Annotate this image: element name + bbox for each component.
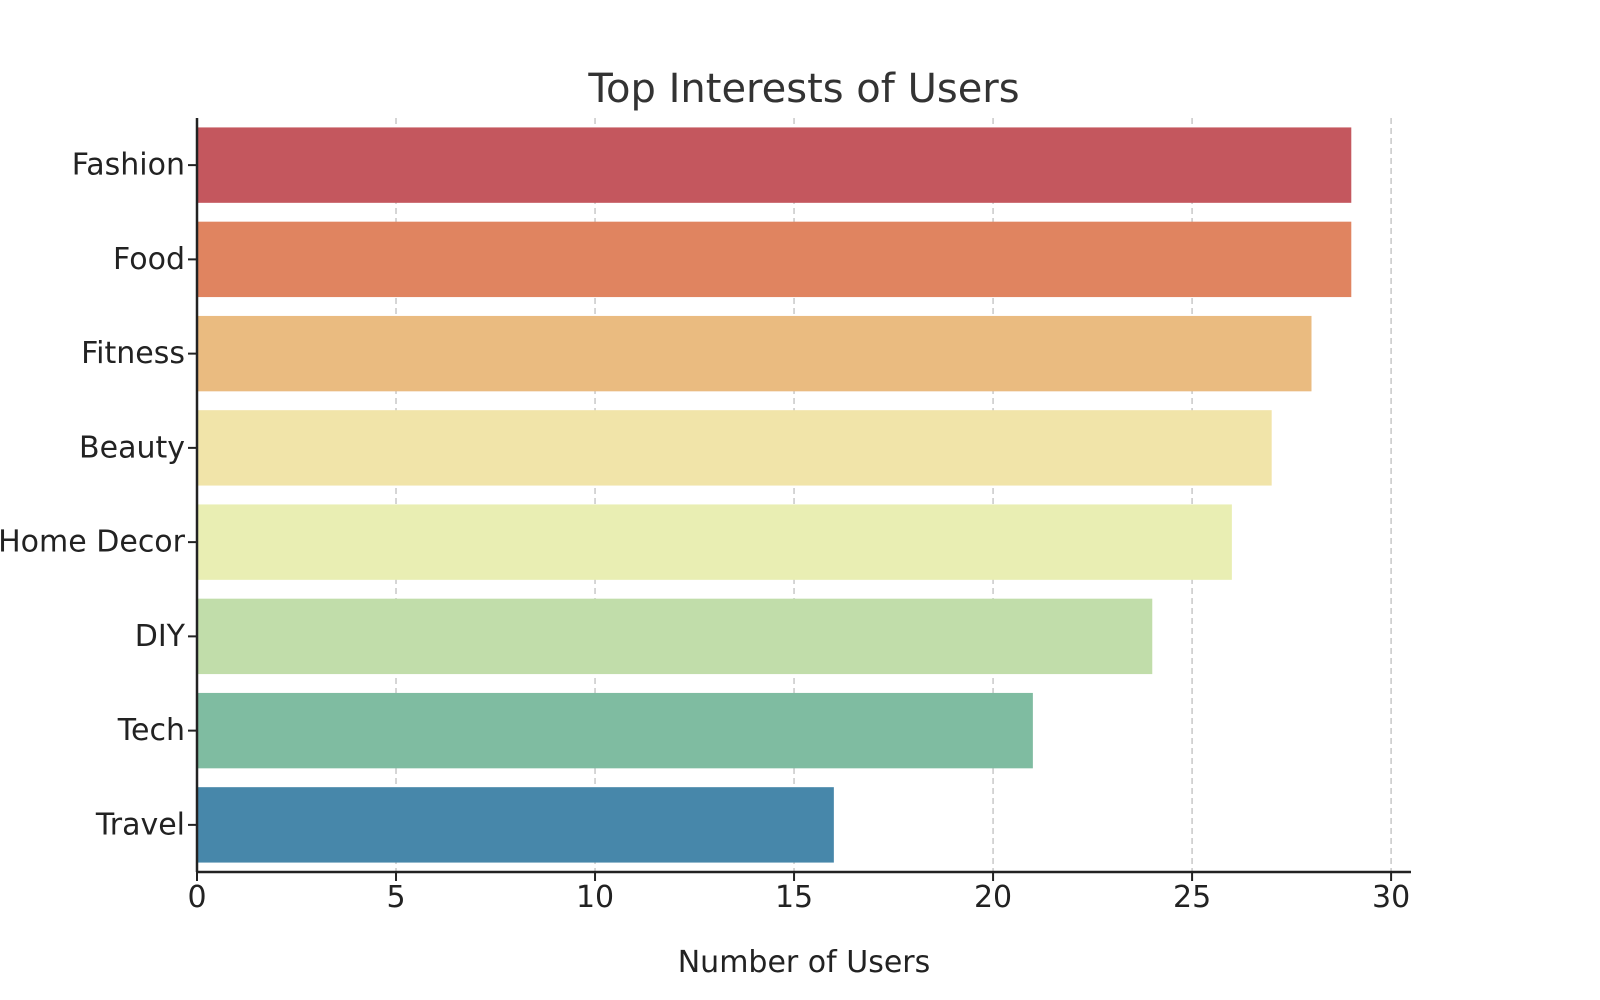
bar-fitness bbox=[197, 315, 1312, 392]
bar-beauty bbox=[197, 410, 1272, 486]
bar-diy bbox=[197, 598, 1153, 675]
x-tick-label: 30 bbox=[1372, 880, 1410, 915]
bar-home-decor bbox=[197, 504, 1232, 580]
bar-fashion bbox=[197, 127, 1352, 203]
y-tick-labels: Fashion Food Fitness Beauty Home Decor DIY Tec… bbox=[0, 148, 197, 842]
x-tick-label: 0 bbox=[187, 880, 206, 915]
y-tick-label: Home Decor bbox=[0, 525, 186, 560]
x-tick-label: 25 bbox=[1173, 880, 1211, 915]
bar-food bbox=[197, 221, 1352, 298]
y-tick-label: Beauty bbox=[79, 430, 185, 465]
y-tick-label: DIY bbox=[135, 619, 186, 654]
bar-tech bbox=[197, 692, 1033, 769]
bar-travel bbox=[197, 787, 834, 863]
x-tick-label: 20 bbox=[974, 880, 1012, 915]
axes bbox=[195, 118, 1411, 874]
y-tick-label: Fitness bbox=[81, 336, 185, 371]
y-tick-label: Travel bbox=[95, 807, 185, 842]
bars bbox=[197, 127, 1352, 863]
chart-title: Top Interests of Users bbox=[587, 66, 1019, 112]
x-axis-label: Number of Users bbox=[678, 945, 931, 980]
y-tick-label: Food bbox=[113, 242, 185, 277]
x-tick-label: 10 bbox=[576, 880, 614, 915]
x-tick-label: 5 bbox=[386, 880, 405, 915]
x-tick-label: 15 bbox=[775, 880, 813, 915]
y-tick-label: Tech bbox=[117, 713, 185, 748]
x-tick-labels: 0 5 10 15 20 25 30 bbox=[187, 872, 1410, 915]
y-tick-label: Fashion bbox=[72, 148, 185, 183]
